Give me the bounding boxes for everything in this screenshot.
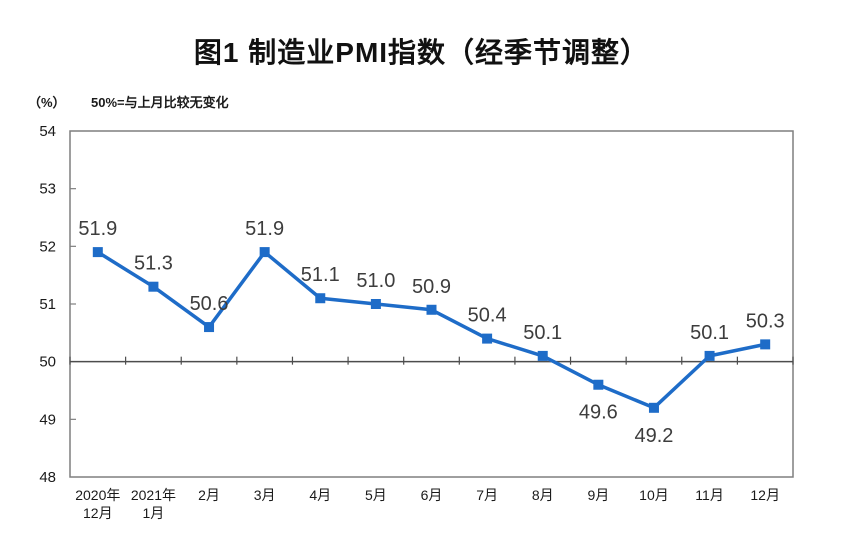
x-axis-tick-label: 2020年 xyxy=(75,487,120,503)
data-point-marker xyxy=(648,402,659,413)
y-axis-unit-label: （%） xyxy=(28,95,66,110)
x-axis-tick-label: 11月 xyxy=(695,487,724,503)
chart-title: 图1 制造业PMI指数（经季节调整） xyxy=(193,37,650,68)
x-axis-tick-label: 2021年 xyxy=(131,487,176,503)
y-axis-tick-label: 52 xyxy=(39,238,56,255)
data-point-label: 51.3 xyxy=(134,253,173,275)
x-axis-tick-label: 7月 xyxy=(476,487,498,503)
x-axis-tick-label: 3月 xyxy=(254,487,276,503)
data-point-marker xyxy=(537,350,548,361)
x-axis-tick-label: 4月 xyxy=(309,487,331,503)
data-point-marker xyxy=(92,247,103,258)
data-point-marker xyxy=(482,333,493,344)
data-point-label: 51.0 xyxy=(356,270,395,292)
x-axis-tick-label: 2月 xyxy=(198,487,220,503)
data-point-marker xyxy=(426,304,437,315)
y-axis-tick-label: 50 xyxy=(39,354,56,371)
data-point-label: 50.4 xyxy=(468,305,507,327)
y-axis-tick-label: 49 xyxy=(39,411,56,428)
data-point-label: 50.6 xyxy=(190,293,229,315)
data-point-marker xyxy=(315,293,326,304)
data-point-marker xyxy=(259,247,270,258)
data-point-label: 49.6 xyxy=(579,402,618,424)
x-axis-tick-label: 5月 xyxy=(365,487,387,503)
x-axis-tick-label: 12月 xyxy=(750,487,780,503)
y-axis-tick-label: 48 xyxy=(39,469,56,486)
x-axis-tick-label: 9月 xyxy=(587,487,609,503)
data-point-marker xyxy=(370,299,381,309)
data-point-label: 50.1 xyxy=(690,322,729,344)
x-axis-tick-label: 12月 xyxy=(83,505,113,521)
x-axis-tick-label: 6月 xyxy=(421,487,443,503)
data-point-marker xyxy=(148,281,159,292)
reference-note: 50%=与上月比较无变化 xyxy=(91,95,229,110)
data-point-marker xyxy=(704,350,715,361)
data-point-marker xyxy=(593,379,604,390)
data-point-label: 50.1 xyxy=(523,322,562,344)
x-axis-tick-label: 10月 xyxy=(639,487,669,503)
x-axis-tick-label: 8月 xyxy=(532,487,554,503)
data-point-label: 51.9 xyxy=(78,218,117,240)
data-point-marker xyxy=(760,339,771,350)
data-point-marker xyxy=(204,322,215,333)
x-axis-tick-label: 1月 xyxy=(143,505,165,521)
data-point-label: 51.1 xyxy=(301,264,340,286)
y-axis-tick-label: 53 xyxy=(39,181,56,198)
y-axis-tick-label: 54 xyxy=(39,123,56,140)
data-point-label: 51.9 xyxy=(245,218,284,240)
y-axis-tick-label: 51 xyxy=(39,296,56,313)
data-point-label: 49.2 xyxy=(634,425,673,447)
data-point-label: 50.3 xyxy=(746,310,785,332)
data-point-label: 50.9 xyxy=(412,276,451,298)
